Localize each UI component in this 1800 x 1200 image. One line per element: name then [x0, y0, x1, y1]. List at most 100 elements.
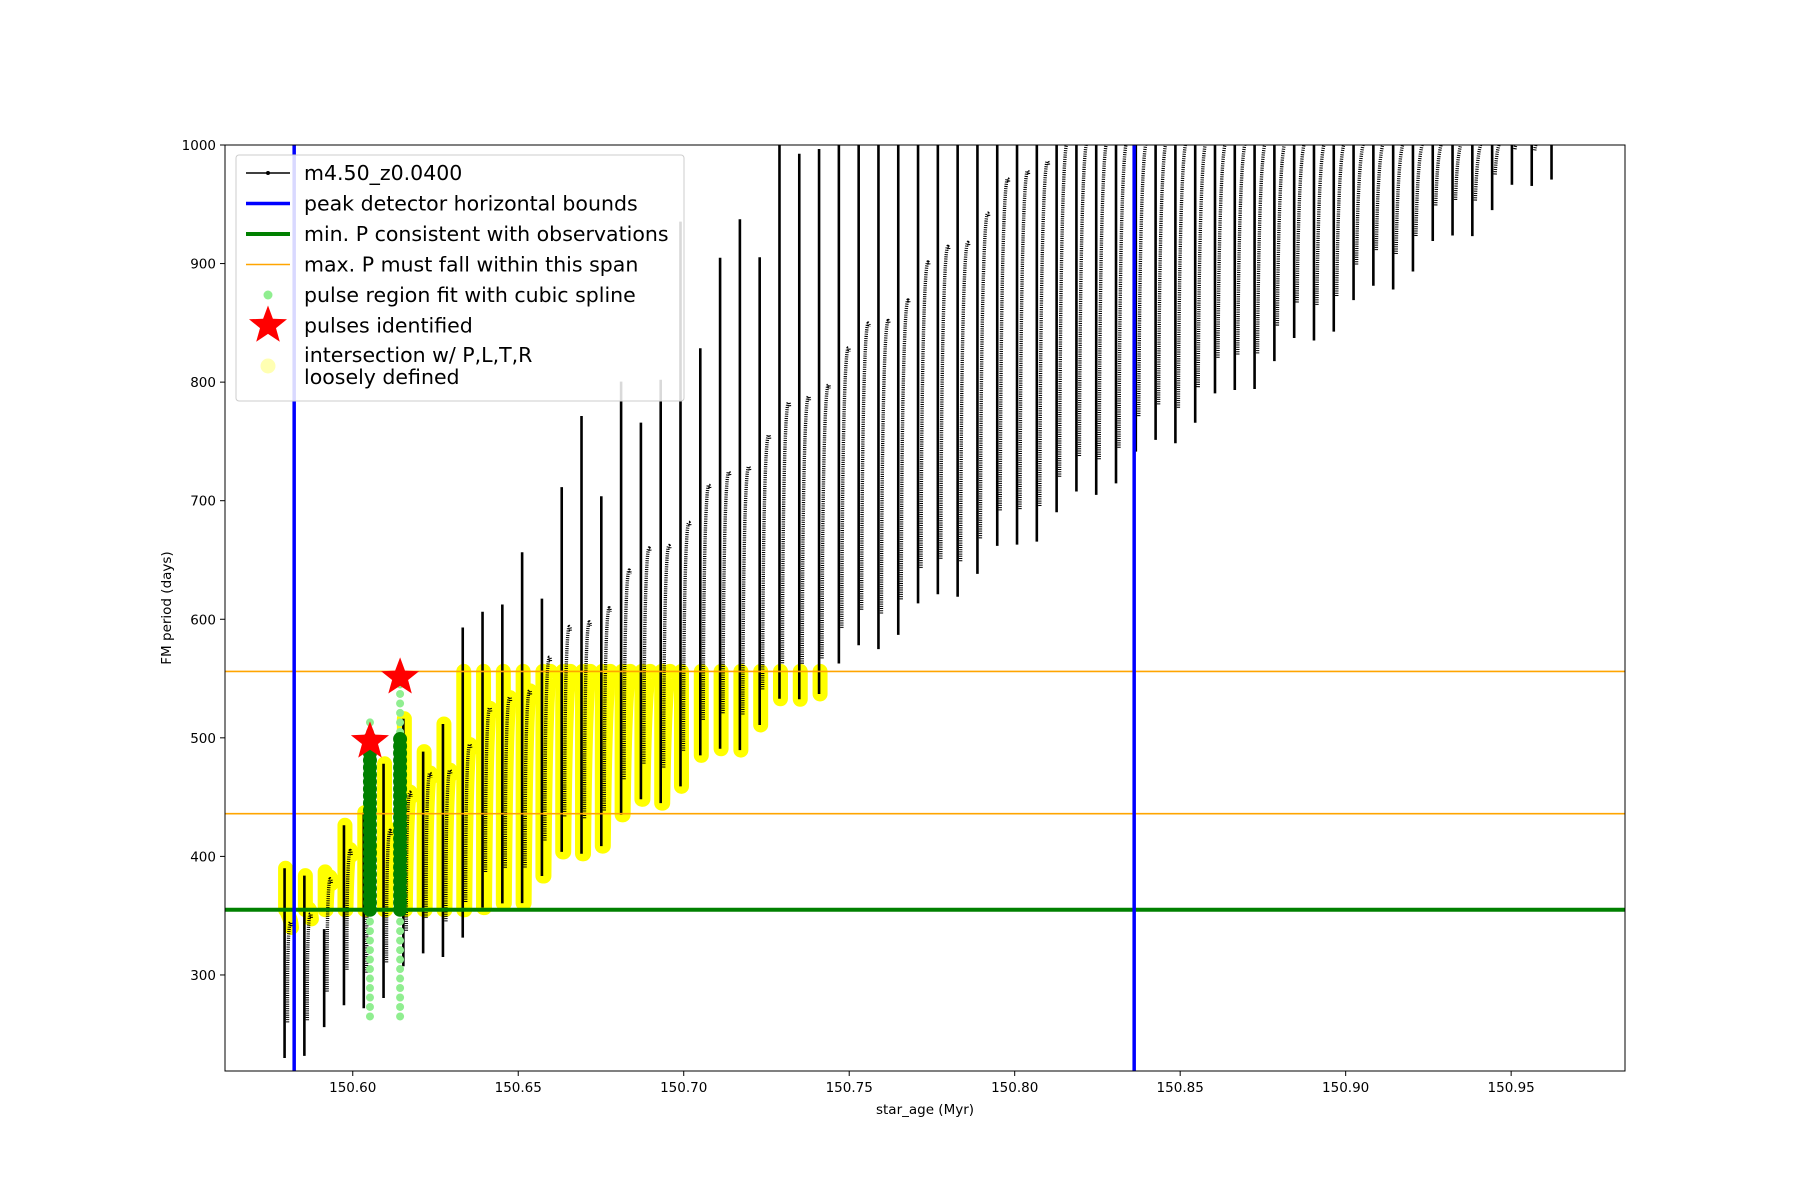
spline-point — [396, 984, 405, 993]
y-tick-label: 500 — [190, 731, 216, 747]
interpulse-arc — [800, 394, 812, 664]
legend-entry: peak detector horizontal bounds — [246, 192, 638, 216]
legend-label: pulses identified — [304, 314, 473, 338]
y-tick-label: 400 — [190, 849, 216, 865]
y-axis: 300 400 500 600 700 800 900 1000 — [182, 138, 225, 984]
spline-point — [396, 946, 405, 955]
spline-point — [365, 955, 374, 964]
x-tick-label: 150.70 — [660, 1080, 707, 1096]
interpulse-arc — [939, 244, 951, 559]
spline-point — [365, 946, 374, 955]
interpulse-arc — [305, 912, 314, 1021]
interpulse-arc — [523, 688, 533, 868]
spline-point — [365, 927, 374, 936]
interpulse-arc — [1335, 145, 1348, 297]
spline-point — [396, 699, 405, 708]
interpulse-arc — [1414, 145, 1428, 237]
spline-point — [396, 1002, 405, 1011]
pulse-star — [381, 657, 420, 694]
interpulse-arc — [1453, 145, 1467, 200]
spline-point — [365, 974, 374, 983]
interpulse-arc — [721, 470, 732, 714]
interpulse-arc — [464, 742, 473, 903]
intersection-arc — [556, 663, 578, 860]
interpulse-arc — [978, 211, 991, 539]
spline-dark-layer — [362, 732, 408, 917]
interpulse-arc — [1493, 145, 1507, 175]
x-axis: 150.60 150.65 150.70 150.75 150.80 150.85 150.… — [329, 1071, 1535, 1096]
interpulse-arc — [859, 321, 871, 610]
interpulse-arc — [681, 520, 692, 751]
x-tick-label: 150.90 — [1322, 1080, 1369, 1096]
period-track-layer — [283, 145, 1567, 1058]
interpulse-arc — [820, 383, 832, 659]
interpulse-arc — [1196, 145, 1208, 388]
y-tick-label: 900 — [190, 257, 216, 273]
legend-box — [235, 154, 685, 402]
interpulse-arc — [1176, 145, 1188, 408]
x-tick-label: 150.85 — [1157, 1080, 1204, 1096]
spline-dark-point — [393, 732, 408, 747]
spline-point — [396, 689, 405, 698]
spline-point — [365, 936, 374, 945]
spline-point — [396, 955, 405, 964]
interpulse-arc — [879, 318, 891, 614]
interpulse-arc — [325, 877, 334, 992]
spline-point — [365, 917, 374, 926]
spline-point — [365, 965, 374, 974]
interpulse-arc — [483, 706, 493, 873]
legend-swatch — [263, 290, 273, 300]
interpulse-arc — [444, 768, 453, 922]
interpulse-arc — [1057, 145, 1069, 477]
legend-label: max. P must fall within this span — [304, 253, 638, 277]
interpulse-arc — [602, 606, 612, 811]
x-tick-label: 150.75 — [826, 1080, 873, 1096]
spline-point — [365, 1012, 374, 1021]
interpulse-arc — [1394, 145, 1408, 254]
interpulse-arc — [1236, 145, 1248, 355]
interpulse-arc — [503, 695, 513, 868]
spline-point — [396, 993, 405, 1002]
plot-area — [225, 145, 1625, 1071]
intersection-arc — [655, 663, 678, 811]
interpulse-arc — [840, 346, 851, 628]
interpulse-arc — [958, 240, 971, 562]
interpulse-arc — [345, 848, 353, 970]
interpulse-arc — [1077, 145, 1089, 456]
spline-point — [365, 993, 374, 1002]
x-tick-label: 150.80 — [991, 1080, 1038, 1096]
legend-entry: m4.50_z0.0400 — [246, 161, 462, 186]
spline-point — [396, 917, 405, 926]
interpulse-arc — [1354, 145, 1368, 265]
plot-frame — [224, 144, 1626, 1072]
y-tick-label: 800 — [190, 375, 216, 391]
interpulse-arc — [919, 260, 931, 568]
legend-swatch — [260, 358, 276, 374]
spline-point — [396, 936, 405, 945]
interpulse-arc — [662, 543, 672, 768]
y-tick-label: 300 — [190, 968, 216, 984]
spline-point — [365, 1002, 374, 1011]
pulse-star — [350, 721, 389, 758]
legend-entry: max. P must fall within this span — [246, 253, 638, 277]
horizontal-lines-layer — [225, 670, 1625, 912]
interpulse-arc — [1255, 145, 1268, 354]
y-axis-label: FM period (days) — [159, 551, 175, 664]
interpulse-arc — [384, 828, 393, 963]
interpulse-arc — [899, 298, 911, 600]
legend-label: m4.50_z0.0400 — [304, 161, 462, 186]
intersection-arc — [417, 765, 439, 918]
legend-swatch-dot — [266, 171, 270, 175]
spline-point — [396, 927, 405, 936]
x-tick-label: 150.65 — [495, 1080, 542, 1096]
spline-point — [396, 965, 405, 974]
x-tick-label: 150.95 — [1488, 1080, 1535, 1096]
y-tick-label: 600 — [190, 612, 216, 628]
interpulse-arc — [1315, 145, 1328, 305]
interpulse-arc — [701, 483, 712, 720]
pulse-stars-layer — [350, 657, 420, 758]
spline-point — [396, 708, 405, 717]
interpulse-arc — [1117, 145, 1129, 448]
interpulse-arc — [642, 546, 652, 764]
